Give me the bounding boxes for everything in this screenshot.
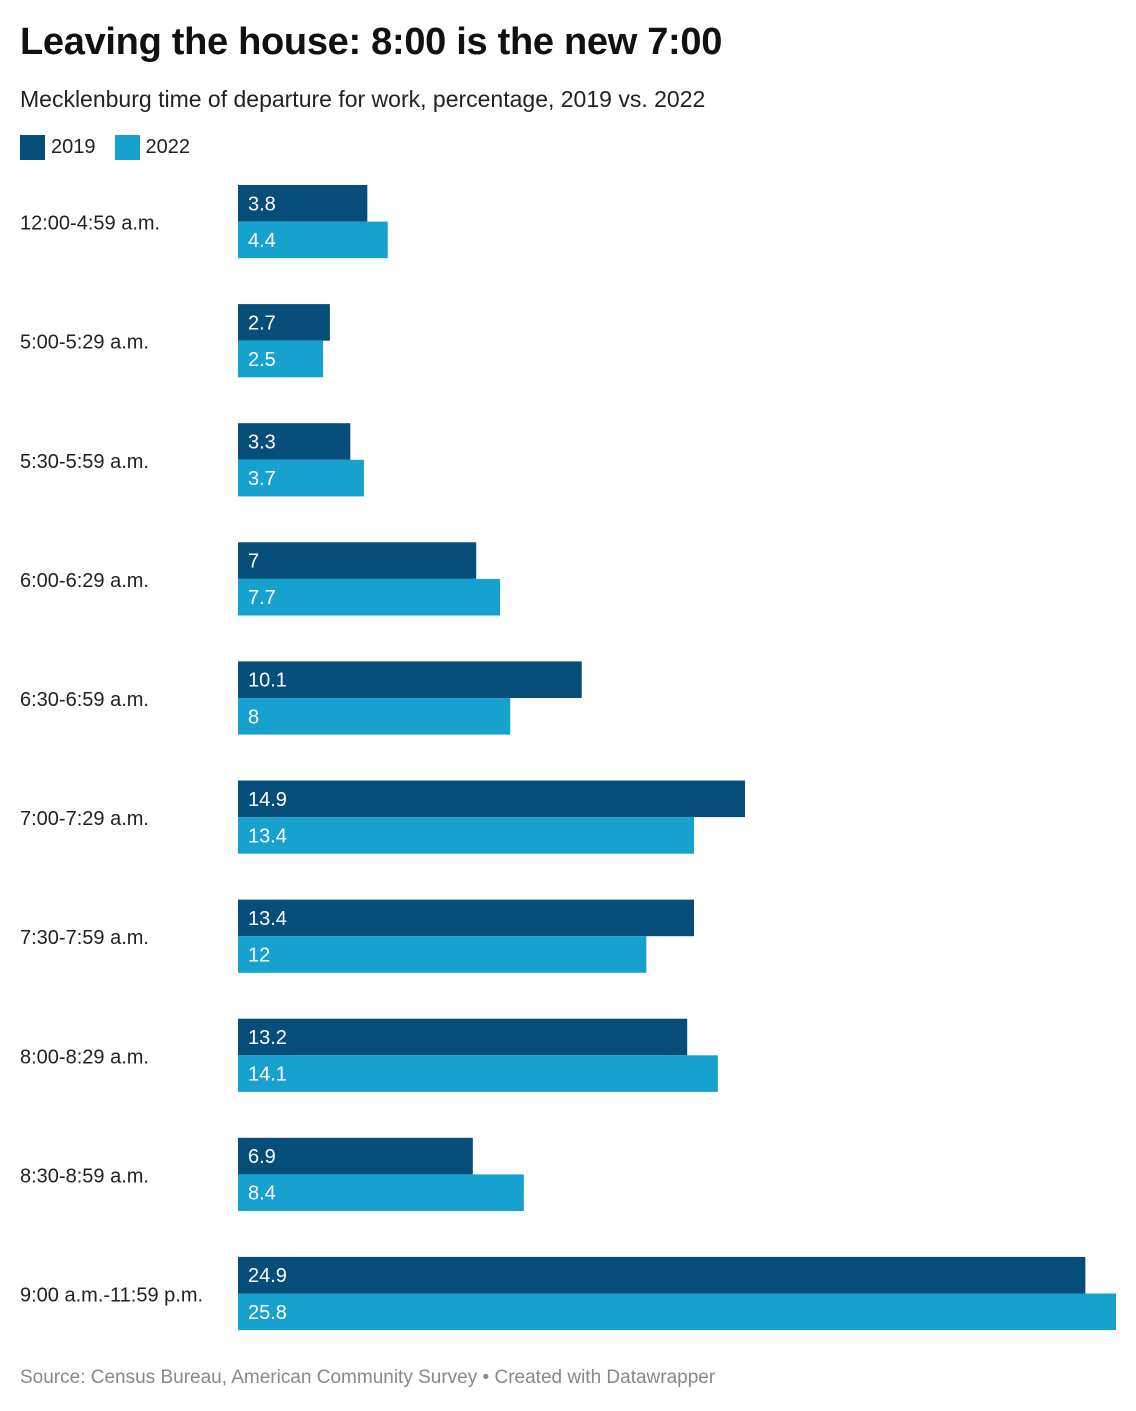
value-label-2019: 14.9 [248, 789, 287, 811]
bar-2019 [238, 304, 330, 341]
value-label-2019: 3.8 [248, 193, 276, 215]
category-label: 7:00-7:29 a.m. [20, 808, 149, 830]
value-label-2019: 2.7 [248, 312, 276, 334]
bar-2022 [238, 936, 647, 973]
legend-swatch-2019 [20, 134, 45, 160]
bar-2022 [238, 340, 324, 378]
bar-2022 [238, 1174, 524, 1211]
legend-label-2022: 2022 [145, 136, 191, 158]
value-label-2022: 14.1 [248, 1064, 287, 1086]
value-label-2022: 8 [248, 706, 259, 728]
bar-2019 [238, 899, 695, 937]
bar-2022 [238, 817, 695, 854]
bar-group: 5:00-5:29 a.m. 2.7 2.5 [20, 304, 330, 378]
value-label-2022: 25.8 [248, 1302, 287, 1324]
value-label-2022: 8.4 [248, 1183, 276, 1205]
bar-2019 [238, 1137, 473, 1175]
value-label-2022: 13.4 [248, 825, 287, 847]
bar-2022 [238, 1055, 718, 1092]
legend-swatch-2022 [114, 134, 140, 160]
category-label: 6:00-6:29 a.m. [20, 570, 149, 592]
bar-group: 5:30-5:59 a.m. 3.3 3.7 [20, 423, 364, 497]
chart-subtitle: Mecklenburg time of departure for work, … [20, 86, 706, 112]
bar-group: 8:30-8:59 a.m. 6.9 8.4 [20, 1137, 524, 1211]
bar-2019 [238, 1018, 688, 1056]
value-label-2022: 7.7 [248, 587, 276, 609]
bar-2019 [238, 661, 582, 698]
bar-group: 12:00-4:59 a.m. 3.8 4.4 [20, 185, 388, 259]
category-label: 7:30-7:59 a.m. [20, 927, 149, 949]
legend-item-2019: 2019 [20, 133, 96, 161]
bar-2019 [238, 780, 746, 818]
bar-2019 [238, 542, 477, 579]
bar-2019 [238, 423, 351, 460]
bar-group: 7:00-7:29 a.m. 14.9 13.4 [20, 780, 746, 854]
bar-2019 [238, 1256, 1086, 1294]
value-label-2019: 24.9 [248, 1265, 287, 1287]
bar-group: 6:30-6:59 a.m. 10.1 8 [20, 661, 582, 735]
legend-item-2022: 2022 [114, 133, 191, 161]
category-label: 8:30-8:59 a.m. [20, 1165, 149, 1187]
category-label: 5:00-5:29 a.m. [20, 332, 149, 354]
legend-label-2019: 2019 [51, 136, 96, 158]
category-label: 6:30-6:59 a.m. [20, 689, 149, 711]
value-label-2022: 2.5 [248, 349, 276, 371]
category-label: 5:30-5:59 a.m. [20, 451, 149, 473]
footer-credit: Created with Datawrapper [494, 1367, 716, 1388]
bar-2022 [238, 1293, 1116, 1331]
value-label-2019: 13.4 [248, 908, 287, 930]
bar-group: 6:00-6:29 a.m. 7 7.7 [20, 542, 501, 616]
category-label: 8:00-8:29 a.m. [20, 1046, 149, 1068]
footer: Source: Census Bureau, American Communit… [20, 1366, 715, 1390]
footer-source: Source: Census Bureau, American Communit… [20, 1367, 478, 1388]
category-label: 12:00-4:59 a.m. [20, 213, 160, 235]
bar-2022 [238, 221, 388, 259]
value-label-2019: 13.2 [248, 1027, 287, 1049]
bar-2019 [238, 185, 368, 222]
value-label-2019: 10.1 [248, 670, 287, 692]
bar-2022 [238, 698, 511, 735]
value-label-2022: 3.7 [248, 468, 276, 490]
value-label-2019: 6.9 [248, 1146, 276, 1168]
chart-title: Leaving the house: 8:00 is the new 7:00 [20, 21, 723, 63]
value-label-2022: 4.4 [248, 230, 276, 252]
bar-group: 9:00 a.m.-11:59 p.m. 24.9 25.8 [20, 1256, 1116, 1331]
bar-group: 7:30-7:59 a.m. 13.4 12 [20, 899, 695, 973]
legend: 2019 2022 [20, 133, 209, 161]
bar-2022 [238, 578, 501, 616]
bar-2022 [238, 459, 364, 497]
value-label-2019: 7 [248, 551, 259, 573]
category-label: 9:00 a.m.-11:59 p.m. [20, 1285, 203, 1307]
footer-separator: • [482, 1367, 490, 1388]
bar-group: 8:00-8:29 a.m. 13.2 14.1 [20, 1018, 718, 1092]
value-label-2022: 12 [248, 945, 270, 967]
value-label-2019: 3.3 [248, 432, 276, 454]
